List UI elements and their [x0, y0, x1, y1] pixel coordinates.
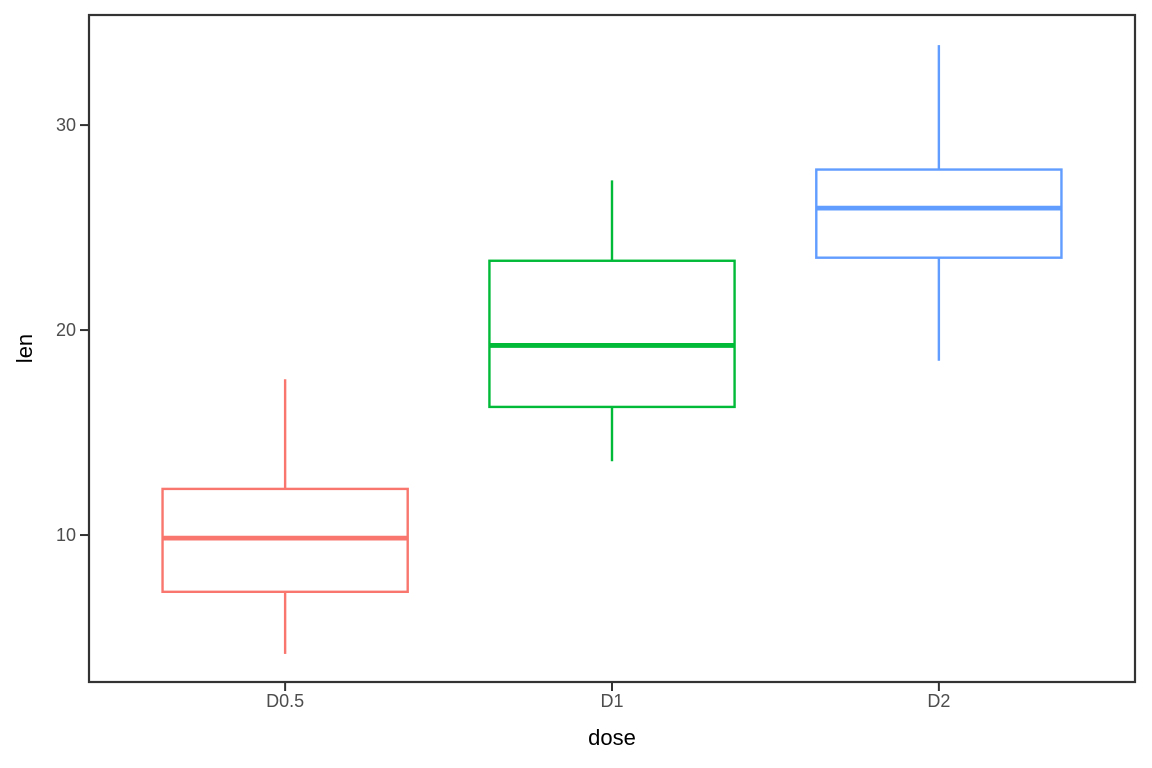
boxplot-D1 [488, 180, 736, 462]
x-tick-label: D2 [927, 691, 950, 711]
x-tick-label: D1 [600, 691, 623, 711]
x-axis: D0.5 D1 D2 [266, 682, 950, 711]
y-tick-label: 10 [56, 525, 76, 545]
x-axis-title: dose [588, 725, 636, 750]
y-tick-label: 30 [56, 115, 76, 135]
y-axis: 10 20 30 [56, 115, 89, 545]
boxplot-D0.5 [161, 379, 409, 654]
boxplot-D2 [815, 45, 1063, 361]
x-tick-label: D0.5 [266, 691, 304, 711]
iqr-box [488, 259, 736, 409]
iqr-box [815, 168, 1063, 259]
panel-border [87, 13, 1137, 684]
boxes-group [161, 45, 1063, 654]
y-axis-title: len [12, 334, 37, 363]
y-tick-label: 20 [56, 320, 76, 340]
